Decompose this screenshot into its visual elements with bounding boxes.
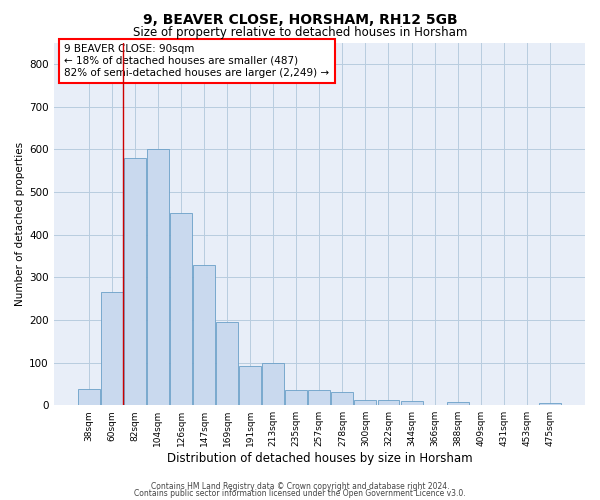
- Bar: [170, 213, 192, 405]
- Bar: [216, 322, 238, 405]
- Bar: [193, 265, 215, 405]
- Bar: [355, 400, 376, 405]
- Bar: [401, 401, 422, 405]
- Text: Size of property relative to detached houses in Horsham: Size of property relative to detached ho…: [133, 26, 467, 39]
- Bar: [124, 158, 146, 405]
- Bar: [147, 149, 169, 405]
- Bar: [377, 400, 400, 405]
- Text: Contains HM Land Registry data © Crown copyright and database right 2024.: Contains HM Land Registry data © Crown c…: [151, 482, 449, 491]
- Bar: [308, 390, 330, 405]
- Bar: [101, 292, 123, 405]
- Bar: [286, 390, 307, 405]
- Text: Contains public sector information licensed under the Open Government Licence v3: Contains public sector information licen…: [134, 489, 466, 498]
- Bar: [78, 389, 100, 405]
- Text: 9, BEAVER CLOSE, HORSHAM, RH12 5GB: 9, BEAVER CLOSE, HORSHAM, RH12 5GB: [143, 12, 457, 26]
- Bar: [447, 402, 469, 405]
- Bar: [239, 366, 261, 405]
- Bar: [262, 362, 284, 405]
- Y-axis label: Number of detached properties: Number of detached properties: [15, 142, 25, 306]
- Bar: [331, 392, 353, 405]
- X-axis label: Distribution of detached houses by size in Horsham: Distribution of detached houses by size …: [167, 452, 472, 465]
- Bar: [539, 403, 561, 405]
- Text: 9 BEAVER CLOSE: 90sqm
← 18% of detached houses are smaller (487)
82% of semi-det: 9 BEAVER CLOSE: 90sqm ← 18% of detached …: [64, 44, 329, 78]
